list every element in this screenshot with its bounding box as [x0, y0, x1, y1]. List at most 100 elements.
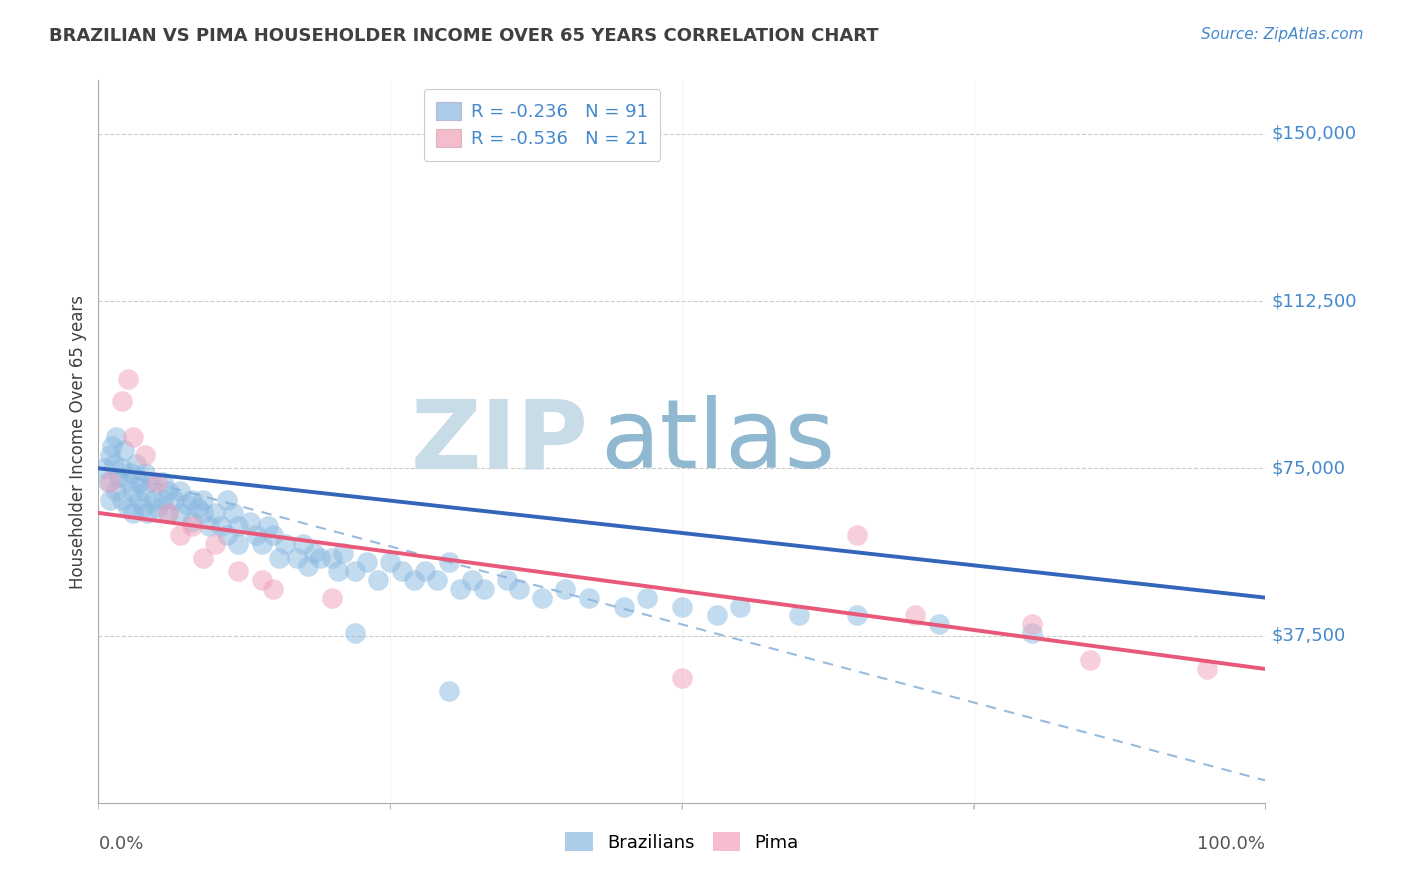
Point: [122, 430, 145, 444]
Point: [152, 492, 174, 507]
Text: ZIP: ZIP: [411, 395, 589, 488]
Point: [250, 537, 273, 551]
Point: [204, 537, 226, 551]
Point: [111, 461, 134, 475]
Point: [730, 599, 752, 614]
Point: [122, 483, 145, 498]
Point: [344, 626, 367, 640]
Point: [332, 546, 354, 560]
Text: BRAZILIAN VS PIMA HOUSEHOLDER INCOME OVER 65 YEARS CORRELATION CHART: BRAZILIAN VS PIMA HOUSEHOLDER INCOME OVE…: [49, 27, 879, 45]
Point: [128, 475, 150, 489]
Point: [169, 506, 191, 520]
Point: [245, 528, 267, 542]
Point: [104, 483, 127, 498]
Point: [1021, 626, 1043, 640]
Point: [157, 506, 180, 520]
Point: [437, 684, 460, 698]
Point: [530, 591, 553, 605]
Point: [120, 466, 142, 480]
Point: [180, 515, 202, 529]
Text: $75,000: $75,000: [1271, 459, 1346, 477]
Point: [122, 506, 145, 520]
Point: [426, 573, 449, 587]
Point: [262, 582, 284, 596]
Point: [187, 501, 209, 516]
Point: [554, 582, 576, 596]
Point: [180, 519, 202, 533]
Point: [1021, 617, 1043, 632]
Point: [461, 573, 484, 587]
Point: [228, 537, 250, 551]
Point: [134, 466, 156, 480]
Point: [239, 515, 262, 529]
Point: [256, 519, 278, 533]
Point: [671, 671, 693, 685]
Point: [143, 492, 166, 507]
Point: [169, 483, 191, 498]
Point: [636, 591, 658, 605]
Point: [157, 483, 180, 498]
Text: $37,500: $37,500: [1271, 626, 1346, 645]
Point: [169, 528, 191, 542]
Point: [101, 439, 124, 453]
Point: [104, 430, 127, 444]
Point: [93, 461, 115, 475]
Point: [228, 519, 250, 533]
Point: [262, 528, 284, 542]
Point: [706, 608, 728, 623]
Point: [97, 475, 120, 489]
Point: [612, 599, 634, 614]
Point: [274, 537, 297, 551]
Point: [787, 608, 810, 623]
Point: [108, 470, 131, 484]
Point: [380, 555, 402, 569]
Point: [250, 573, 273, 587]
Point: [321, 550, 343, 565]
Text: $150,000: $150,000: [1271, 125, 1357, 143]
Text: Source: ZipAtlas.com: Source: ZipAtlas.com: [1201, 27, 1364, 42]
Point: [174, 497, 197, 511]
Point: [136, 506, 159, 520]
Point: [449, 582, 471, 596]
Point: [98, 475, 121, 489]
Point: [98, 448, 121, 462]
Point: [157, 506, 180, 520]
Point: [146, 501, 169, 516]
Point: [297, 559, 319, 574]
Point: [209, 519, 232, 533]
Legend: Brazilians, Pima: Brazilians, Pima: [558, 825, 806, 859]
Point: [215, 492, 238, 507]
Point: [846, 608, 869, 623]
Point: [221, 506, 243, 520]
Point: [193, 550, 215, 565]
Point: [204, 506, 226, 520]
Point: [437, 555, 460, 569]
Point: [1080, 653, 1102, 667]
Point: [356, 555, 378, 569]
Point: [128, 492, 150, 507]
Point: [367, 573, 389, 587]
Point: [134, 483, 156, 498]
Point: [269, 550, 291, 565]
Point: [228, 564, 250, 578]
Point: [671, 599, 693, 614]
Point: [139, 475, 162, 489]
Point: [103, 457, 125, 471]
Point: [309, 550, 332, 565]
Point: [152, 475, 174, 489]
Text: $112,500: $112,500: [1271, 292, 1357, 310]
Point: [904, 608, 927, 623]
Text: atlas: atlas: [600, 395, 835, 488]
Point: [402, 573, 425, 587]
Point: [413, 564, 436, 578]
Point: [326, 564, 349, 578]
Point: [391, 564, 413, 578]
Point: [193, 506, 215, 520]
Point: [344, 564, 367, 578]
Point: [111, 492, 134, 507]
Point: [472, 582, 495, 596]
Point: [163, 492, 186, 507]
Y-axis label: Householder Income Over 65 years: Householder Income Over 65 years: [69, 294, 87, 589]
Point: [111, 394, 134, 409]
Point: [304, 546, 326, 560]
